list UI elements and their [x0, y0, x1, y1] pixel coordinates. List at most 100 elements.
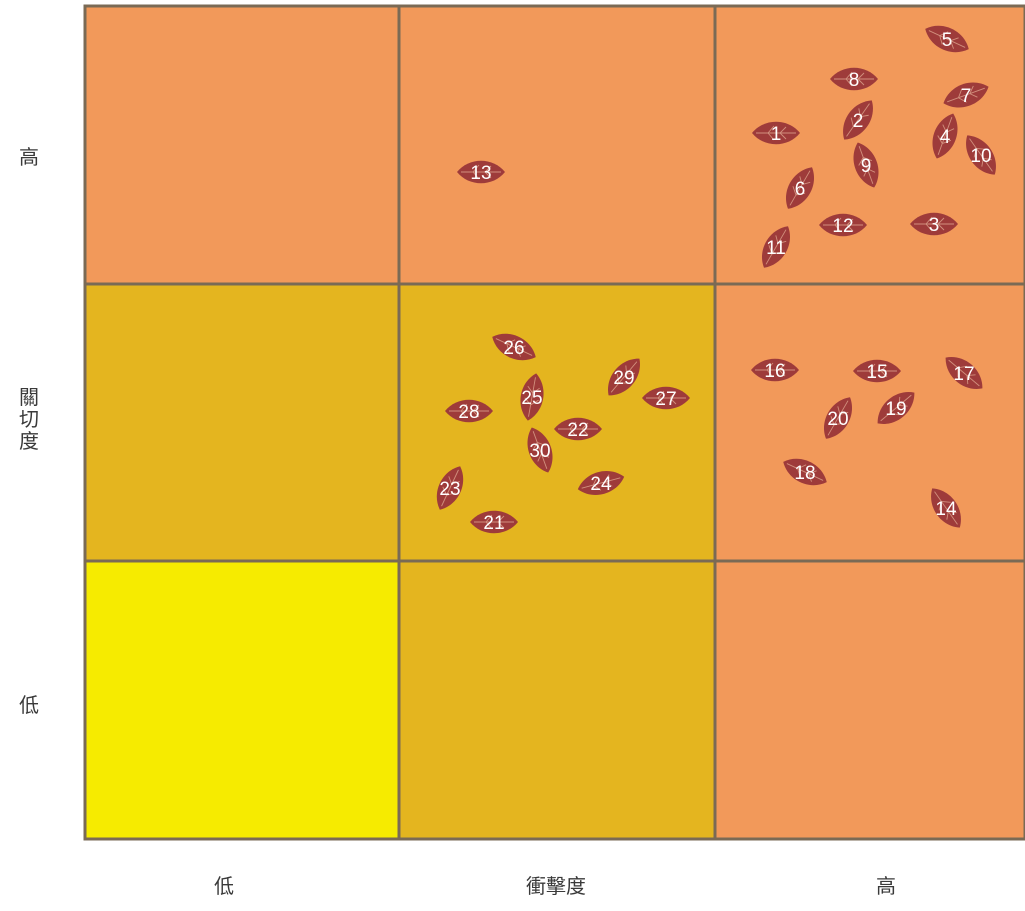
issue-marker-21: 21 — [470, 510, 518, 534]
y-axis-title: 關切度 — [0, 386, 58, 452]
issue-marker-17: 17 — [945, 357, 983, 389]
issue-marker-label: 22 — [567, 420, 588, 441]
leaf-icon — [877, 392, 915, 424]
leaf-icon — [520, 373, 544, 421]
leaf-vein — [914, 216, 954, 232]
leaf-icon — [830, 67, 878, 91]
leaf-vein — [558, 421, 598, 437]
issue-marker-5: 5 — [925, 25, 969, 53]
leaf-vein — [646, 390, 686, 406]
issue-marker-27: 27 — [642, 386, 690, 410]
leaf-vein — [928, 30, 966, 49]
leaf-icon — [945, 357, 983, 389]
issue-marker-label: 26 — [503, 338, 524, 359]
issue-marker-label: 10 — [970, 146, 991, 167]
issue-marker-label: 8 — [849, 70, 860, 91]
issue-marker-label: 27 — [655, 389, 676, 410]
matrix-cell-r3-c1 — [83, 559, 401, 841]
leaf-icon — [577, 471, 625, 495]
leaf-icon — [554, 417, 602, 441]
matrix-cell-r1-c2 — [397, 4, 717, 286]
leaf-vein — [524, 377, 540, 417]
issue-marker-19: 19 — [877, 392, 915, 424]
issue-marker-13: 13 — [457, 160, 505, 184]
issue-marker-label: 24 — [590, 474, 612, 495]
issue-marker-label: 5 — [942, 30, 953, 51]
issue-marker-label: 16 — [764, 361, 785, 382]
leaf-vein — [449, 403, 489, 419]
y-axis-low-label: 低 — [19, 693, 39, 717]
leaf-icon — [445, 399, 493, 423]
leaf-icon — [853, 359, 901, 383]
issue-marker-23: 23 — [436, 466, 464, 510]
issue-marker-label: 2 — [853, 111, 864, 132]
issue-marker-6: 6 — [786, 167, 814, 209]
issue-marker-label: 30 — [529, 441, 550, 462]
y-axis-high-label: 高 — [19, 145, 39, 169]
leaf-icon — [786, 167, 814, 209]
leaf-vein — [846, 103, 870, 137]
leaf-vein — [937, 117, 955, 155]
issue-marker-25: 25 — [520, 373, 544, 421]
issue-marker-label: 25 — [521, 388, 542, 409]
leaf-vein — [765, 229, 787, 265]
issue-marker-7: 7 — [943, 82, 989, 108]
issue-marker-1: 1 — [752, 121, 800, 145]
issue-marker-8: 8 — [830, 67, 878, 91]
issue-marker-3: 3 — [910, 212, 958, 236]
issue-marker-4: 4 — [932, 113, 958, 159]
x-axis-high-label: 高 — [876, 874, 896, 898]
matrix-cell-r3-c3 — [713, 559, 1025, 841]
matrix-cell-r1-c1 — [83, 4, 401, 286]
issue-marker-12: 12 — [819, 213, 867, 237]
issue-marker-24: 24 — [577, 471, 625, 495]
leaf-vein — [834, 71, 874, 87]
leaf-vein — [947, 85, 985, 103]
leaf-vein — [858, 146, 876, 184]
issue-marker-label: 12 — [832, 216, 853, 237]
issue-marker-16: 16 — [751, 358, 799, 382]
leaf-icon — [492, 333, 536, 361]
leaf-vein — [532, 431, 550, 469]
leaf-vein — [474, 514, 514, 530]
x-axis-title: 衝擊度 — [526, 874, 586, 898]
issue-marker-label: 18 — [794, 463, 815, 484]
leaf-vein — [786, 463, 824, 482]
matrix-cell-r3-c2 — [397, 559, 717, 841]
issue-marker-15: 15 — [853, 359, 901, 383]
issue-marker-30: 30 — [527, 427, 553, 473]
issue-marker-label: 23 — [439, 479, 460, 500]
leaf-vein — [823, 217, 863, 233]
leaf-icon — [608, 358, 640, 396]
y-axis-title-text: 關切度 — [19, 385, 39, 453]
issue-marker-26: 26 — [492, 333, 536, 361]
x-axis-low-label: 低 — [214, 874, 234, 898]
leaf-icon — [819, 213, 867, 237]
leaf-icon — [470, 510, 518, 534]
leaf-vein — [581, 474, 621, 491]
leaf-icon — [932, 113, 958, 159]
issue-marker-label: 15 — [866, 362, 887, 383]
leaf-vein — [857, 363, 897, 379]
issue-marker-label: 6 — [795, 179, 806, 200]
issue-marker-label: 13 — [470, 163, 491, 184]
issue-marker-20: 20 — [824, 397, 852, 439]
issue-marker-label: 14 — [935, 499, 957, 520]
leaf-icon — [931, 488, 961, 528]
leaf-icon — [762, 226, 790, 268]
leaf-vein — [441, 469, 460, 507]
leaf-icon — [843, 100, 873, 140]
issue-marker-label: 1 — [771, 124, 782, 145]
leaf-vein — [934, 491, 958, 525]
issue-marker-11: 11 — [762, 226, 790, 268]
leaf-vein — [827, 400, 849, 436]
issue-marker-28: 28 — [445, 399, 493, 423]
issue-marker-22: 22 — [554, 417, 602, 441]
matrix-cell-r2-c1 — [83, 282, 401, 563]
leaf-icon — [436, 466, 464, 510]
leaf-icon — [457, 160, 505, 184]
leaf-vein — [789, 170, 811, 206]
leaf-vein — [969, 138, 993, 172]
